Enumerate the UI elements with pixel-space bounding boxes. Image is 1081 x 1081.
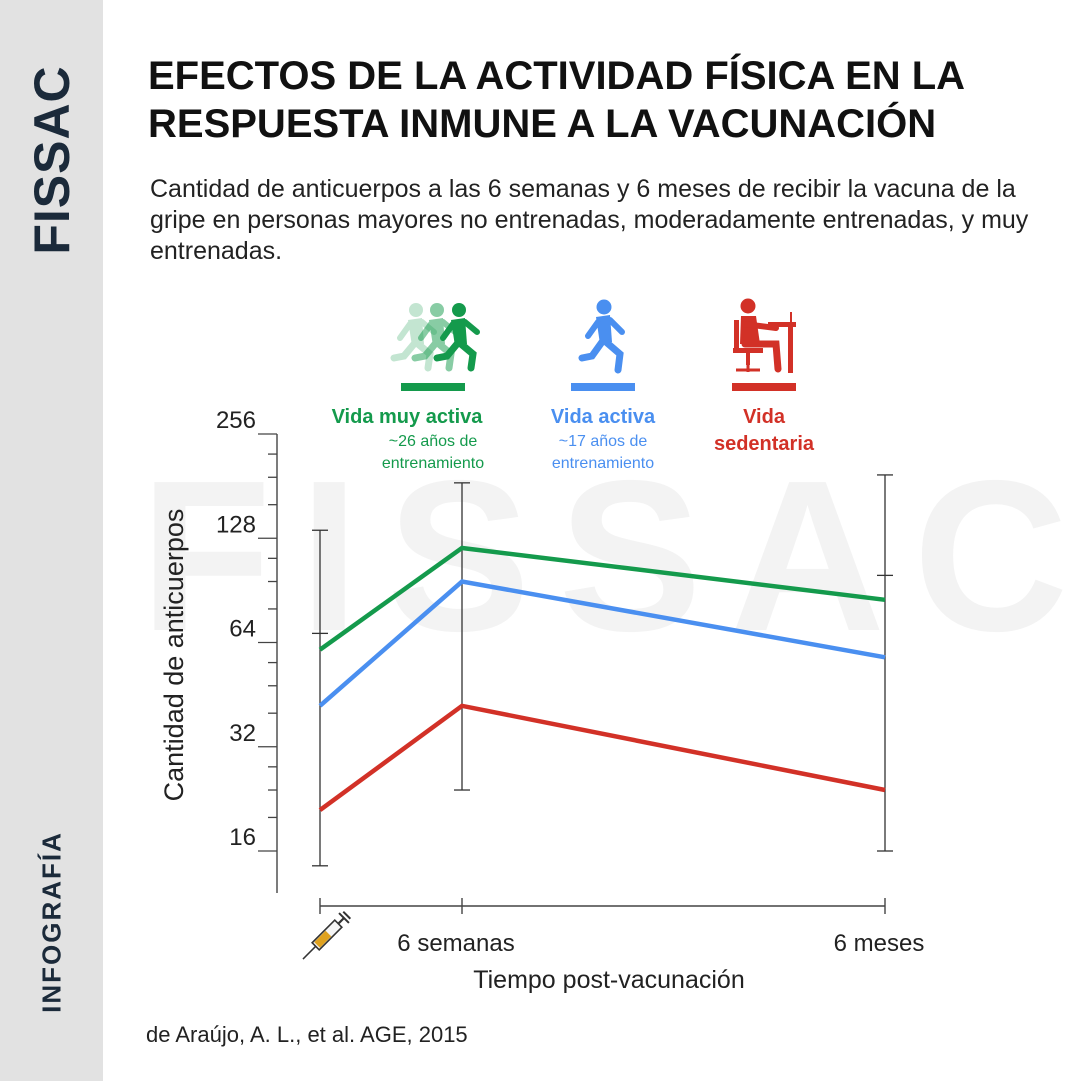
- legend-note: ~17 años de: [559, 433, 648, 450]
- syringe-icon: [302, 910, 352, 960]
- legend-note: entrenamiento: [382, 455, 484, 472]
- legend-title: Vida: [743, 406, 786, 428]
- legend-title: sedentaria: [714, 433, 815, 455]
- legend-swatch: [401, 383, 465, 391]
- series-line-vida-muy-activa: [318, 545, 886, 652]
- legend-note: entrenamiento: [552, 455, 654, 472]
- y-tick-label: 256: [216, 407, 256, 434]
- legend-swatch: [571, 383, 635, 391]
- runner-icon: [582, 300, 622, 371]
- x-tick-label: 6 meses: [834, 930, 925, 957]
- runners-icon: [394, 303, 477, 368]
- desk-worker-icon: [733, 298, 796, 373]
- watermark: FISSAC: [140, 435, 1081, 676]
- y-axis-title: Cantidad de anticuerpos: [159, 509, 189, 802]
- legend-title: Vida muy activa: [332, 406, 484, 428]
- legend-note: ~26 años de: [389, 433, 478, 450]
- y-tick-label: 128: [216, 511, 256, 538]
- sidebar: FISSAC INFOGRAFÍA: [0, 0, 103, 1081]
- x-axis-title: Tiempo post-vacunación: [473, 966, 744, 994]
- page-title: EFECTOS DE LA ACTIVIDAD FÍSICA EN LA RES…: [148, 54, 964, 146]
- y-tick-label: 64: [229, 616, 256, 643]
- page-subtitle: Cantidad de anticuerpos a las 6 semanas …: [150, 175, 1029, 265]
- legend-swatch: [732, 383, 796, 391]
- legend-title: Vida activa: [551, 406, 656, 428]
- y-tick-label: 32: [229, 720, 256, 747]
- series-line-vida-activa: [318, 579, 886, 708]
- y-tick-label: 16: [229, 824, 256, 851]
- x-tick-label: 6 semanas: [397, 930, 514, 957]
- series-line-vida-sedentaria: [318, 703, 886, 812]
- citation: de Araújo, A. L., et al. AGE, 2015: [146, 1022, 468, 1047]
